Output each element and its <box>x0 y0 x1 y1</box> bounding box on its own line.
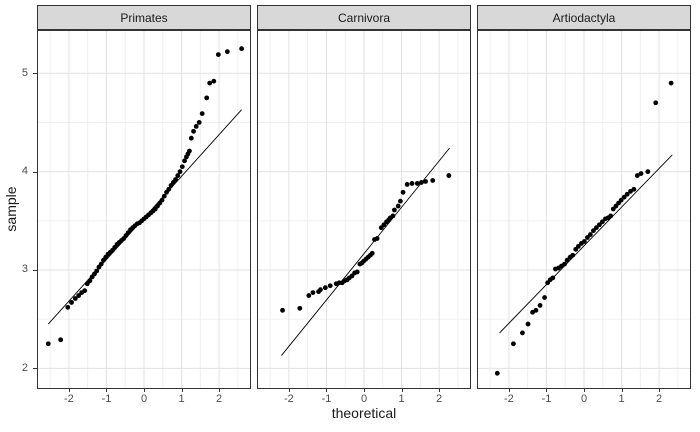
qq-reference-line <box>499 154 673 334</box>
facet-strip: Primates <box>37 5 251 30</box>
facet-artiodactyla: Artiodactyla -2 -1 0 1 2 <box>477 5 691 415</box>
facet-strip: Artiodactyla <box>477 5 691 30</box>
qq-reference-line <box>281 147 450 356</box>
x-axis-tick-mark <box>659 389 660 392</box>
x-tick-label: 0 <box>140 393 148 405</box>
y-tick-label: 5 <box>21 66 28 79</box>
facet-strip-label: Carnivora <box>337 10 391 25</box>
x-axis-tick-mark <box>364 389 365 392</box>
facet-panel <box>477 30 691 389</box>
y-tick-label: 2 <box>21 361 28 374</box>
x-tick-label: -2 <box>284 393 294 405</box>
x-axis-title: theoretical <box>331 405 397 421</box>
y-tick-label: 3 <box>21 263 28 276</box>
facet-strip-label: Primates <box>120 10 168 25</box>
x-tick-label: 1 <box>618 393 625 405</box>
facet-strip-label: Artiodactyla <box>552 10 616 25</box>
x-axis-tick-mark <box>182 389 183 392</box>
facet-panel <box>37 30 251 389</box>
x-axis-tick-mark <box>439 389 440 392</box>
y-axis-tick-mark <box>33 73 37 74</box>
x-axis-tick-mark <box>106 389 107 392</box>
facet-primates: Primates -2 -1 0 1 2 <box>37 5 251 415</box>
x-tick-label: -1 <box>101 393 112 405</box>
x-axis-tick-mark <box>219 389 220 392</box>
x-axis-tick-labels: -2 -1 0 1 2 <box>477 389 691 413</box>
x-tick-label: 2 <box>216 393 223 405</box>
panel-border <box>257 30 471 389</box>
y-axis-tick-mark <box>33 368 37 369</box>
qq-points <box>45 46 245 347</box>
x-tick-label: 2 <box>656 393 663 405</box>
y-axis-tick-mark <box>33 172 37 173</box>
y-axis-tick-mark <box>33 270 37 271</box>
x-axis-tick-labels: -2 -1 0 1 2 <box>37 389 251 413</box>
x-axis-tick-mark <box>289 389 290 392</box>
facet-carnivora: Carnivora -2 -1 0 1 2 <box>257 5 471 415</box>
facet-strip: Carnivora <box>257 5 471 30</box>
x-axis-tick-mark <box>402 389 403 392</box>
y-tick-label: 4 <box>21 165 28 178</box>
x-axis-tick-mark <box>546 389 547 392</box>
qq-points <box>280 173 452 313</box>
x-axis-tick-mark <box>69 389 70 392</box>
x-tick-label: 0 <box>360 393 368 405</box>
x-axis-tick-mark <box>326 389 327 392</box>
panel-grid <box>37 30 251 389</box>
qq-points <box>494 80 674 376</box>
panel-border <box>477 30 691 389</box>
x-axis-tick-mark <box>584 389 585 392</box>
panel-border <box>37 30 251 389</box>
x-axis-tick-labels: -2 -1 0 1 2 <box>257 389 471 413</box>
panel-grid <box>257 30 471 389</box>
x-tick-label: -2 <box>64 393 74 405</box>
panel-grid <box>477 30 691 389</box>
y-axis: 2 3 4 5 <box>0 0 37 432</box>
x-tick-label: 0 <box>580 393 588 405</box>
x-tick-label: -2 <box>504 393 514 405</box>
x-tick-label: 1 <box>398 393 405 405</box>
x-tick-label: -1 <box>321 393 332 405</box>
x-axis-tick-mark <box>509 389 510 392</box>
x-axis-tick-mark <box>622 389 623 392</box>
x-tick-label: 2 <box>436 393 443 405</box>
x-tick-label: 1 <box>178 393 185 405</box>
x-axis-tick-mark <box>144 389 145 392</box>
x-tick-label: -1 <box>541 393 552 405</box>
facet-panel <box>257 30 471 389</box>
